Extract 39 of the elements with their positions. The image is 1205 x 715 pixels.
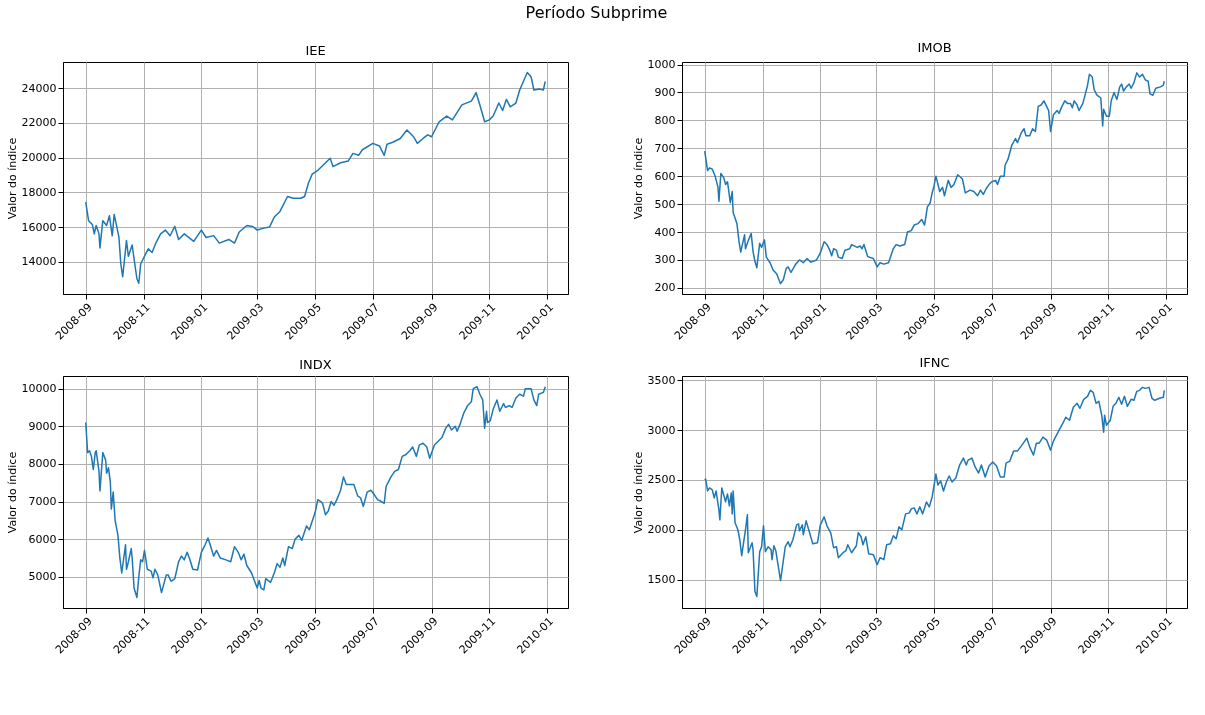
chart-title: IMOB [917,39,952,55]
y-axis-title: Valor do índice [631,451,645,534]
y-tick-label: 9000 [28,419,57,433]
line-series [703,386,1166,598]
y-tick-label: 3500 [647,373,676,387]
y-tick-label: 900 [654,85,676,99]
y-tick-label: 14000 [21,255,57,269]
line-series [84,386,547,599]
y-tick-label: 6000 [28,532,57,546]
y-tick-label: 16000 [21,220,57,234]
y-tick-label: 7000 [28,495,57,509]
line-series [703,72,1166,285]
y-tick-label: 5000 [28,570,57,584]
y-tick-label: 500 [654,197,676,211]
y-axis-title: Valor do índice [631,137,645,220]
y-tick-label: 700 [654,141,676,155]
y-tick-label: 10000 [21,382,57,396]
y-tick-label: 22000 [21,116,57,130]
chart-title: INDX [299,357,332,372]
y-tick-label: 800 [654,113,676,127]
chart-title: IEE [305,43,326,58]
y-tick-label: 400 [654,225,676,239]
y-tick-label: 2000 [647,523,676,537]
y-tick-label: 18000 [21,185,57,199]
y-tick-label: 3000 [647,423,676,437]
y-tick-label: 24000 [21,81,57,95]
y-tick-label: 1000 [647,58,676,72]
y-tick-label: 300 [654,253,676,267]
line-series [84,71,547,284]
y-axis-title: Valor do índice [5,137,19,220]
text: Período Subprime [525,3,668,23]
y-tick-label: 8000 [28,457,57,471]
y-tick-label: 2500 [647,473,676,487]
y-axis-title: Valor do índice [5,451,19,534]
y-tick-label: 600 [654,169,676,183]
y-tick-label: 20000 [21,151,57,165]
y-tick-label: 1500 [647,573,676,587]
y-tick-label: 200 [654,281,676,295]
chart-title: IFNC [919,355,950,371]
